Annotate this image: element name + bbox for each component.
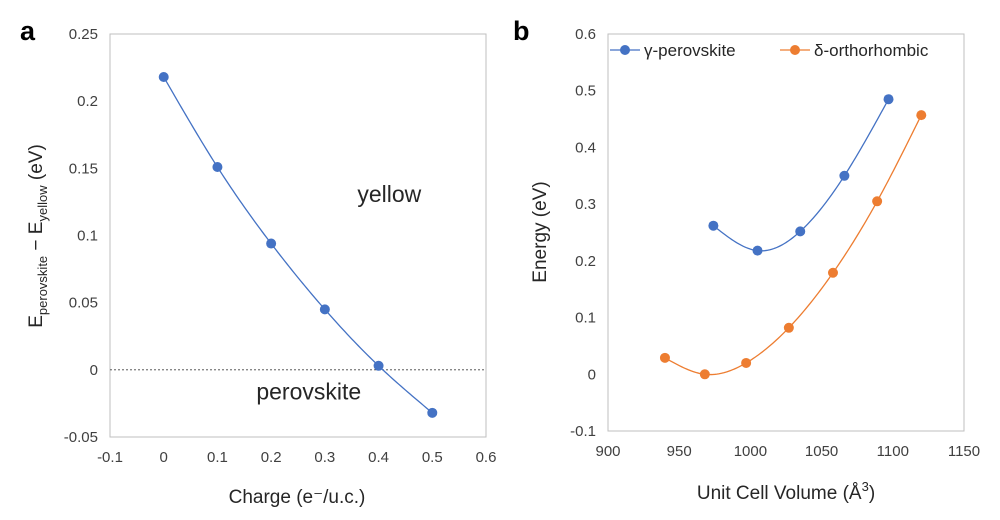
plot-frame-b xyxy=(607,33,965,432)
data-point-b-1 xyxy=(783,322,794,333)
annotation-perovskite: perovskite xyxy=(256,378,361,404)
data-point-a-0 xyxy=(158,71,169,82)
x-tick-label-a: 0.6 xyxy=(476,449,497,466)
data-point-b-0 xyxy=(752,245,763,256)
data-point-b-1 xyxy=(916,110,927,121)
y-tick-label-b: 0.2 xyxy=(575,253,596,270)
legend-label-1: δ-orthorhombic xyxy=(814,41,929,60)
data-point-a-0 xyxy=(319,304,330,315)
y-axis-label-b: Energy (eV) xyxy=(530,181,551,282)
plot-frame-a xyxy=(109,33,487,438)
x-tick-label-b: 1050 xyxy=(805,443,838,460)
y-tick-label-a: 0.2 xyxy=(77,93,98,110)
y-tick-label-b: -0.1 xyxy=(570,423,596,440)
x-label-b-text: Unit Cell Volume (Å xyxy=(697,483,862,504)
x-axis-label-b: Unit Cell Volume (Å3) xyxy=(697,479,875,504)
data-point-b-0 xyxy=(883,94,894,105)
y-axis-label-a: Eperovskite − Eyellow (eV) xyxy=(26,144,50,328)
data-point-b-1 xyxy=(741,357,752,368)
data-point-a-0 xyxy=(373,360,384,371)
data-point-b-0 xyxy=(708,220,719,231)
data-point-b-0 xyxy=(839,170,850,181)
y-tick-label-a: 0.25 xyxy=(69,26,98,43)
chart-panel-b: b -0.1 0 0.1 0.2 0.3 0.4 0.5 0.6 900 950 1000 1050… xyxy=(513,16,980,504)
data-point-b-1 xyxy=(699,369,710,380)
x-tick-label-b: 950 xyxy=(667,443,692,460)
annotation-yellow: yellow xyxy=(357,181,421,207)
series-line-a-0 xyxy=(163,76,433,414)
data-point-b-0 xyxy=(795,226,806,237)
y-tick-label-b: 0 xyxy=(588,366,596,383)
data-point-b-1 xyxy=(827,267,838,278)
y-label-a-minus: − E xyxy=(26,222,47,256)
legend-marker-0 xyxy=(620,45,630,55)
x-axis-label-a: Charge (e⁻/u.c.) xyxy=(229,487,366,508)
legend-marker-1 xyxy=(790,45,800,55)
y-label-a-unit: (eV) xyxy=(26,144,47,185)
y-tick-label-b: 0.5 xyxy=(575,83,596,100)
x-label-b-close: ) xyxy=(869,483,875,504)
chart-panel-a: a -0.05 0 0.05 0.1 0.15 0.2 0.25 -0.1 0 0.1 0.2 0.… xyxy=(20,16,496,508)
data-point-a-0 xyxy=(427,407,438,418)
x-tick-label-a: -0.1 xyxy=(97,449,123,466)
legend-label-0: γ-perovskite xyxy=(644,41,736,60)
data-point-b-1 xyxy=(659,352,670,363)
x-tick-label-a: 0.5 xyxy=(422,449,443,466)
panel-label-b: b xyxy=(513,16,530,46)
x-tick-label-a: 0.4 xyxy=(368,449,389,466)
y-tick-label-a: 0.1 xyxy=(77,228,98,245)
x-label-b-sup: 3 xyxy=(862,479,869,494)
y-tick-label-a: 0 xyxy=(90,362,98,379)
y-label-a-base: E xyxy=(26,315,47,328)
x-tick-label-a: 0.3 xyxy=(314,449,335,466)
data-point-a-0 xyxy=(266,238,277,249)
x-tick-label-a: 0 xyxy=(160,449,168,466)
x-tick-label-a: 0.2 xyxy=(261,449,282,466)
y-label-a-sub2: yellow xyxy=(35,185,50,222)
panel-label-a: a xyxy=(20,16,36,46)
y-tick-label-b: 0.6 xyxy=(575,26,596,43)
x-tick-label-b: 900 xyxy=(595,443,620,460)
x-tick-label-b: 1150 xyxy=(948,443,980,460)
y-tick-label-b: 0.3 xyxy=(575,196,596,213)
y-tick-label-a: 0.15 xyxy=(69,160,98,177)
y-tick-label-b: 0.4 xyxy=(575,139,596,156)
y-tick-label-b: 0.1 xyxy=(575,310,596,327)
x-tick-label-b: 1100 xyxy=(877,443,909,460)
y-tick-label-a: -0.05 xyxy=(64,429,98,446)
y-label-a-sub1: perovskite xyxy=(35,256,50,315)
y-tick-label-a: 0.05 xyxy=(69,295,98,312)
series-line-b-1 xyxy=(664,114,922,376)
data-point-b-1 xyxy=(872,196,883,207)
data-point-a-0 xyxy=(212,161,223,172)
x-tick-label-b: 1000 xyxy=(734,443,767,460)
x-tick-label-a: 0.1 xyxy=(207,449,228,466)
